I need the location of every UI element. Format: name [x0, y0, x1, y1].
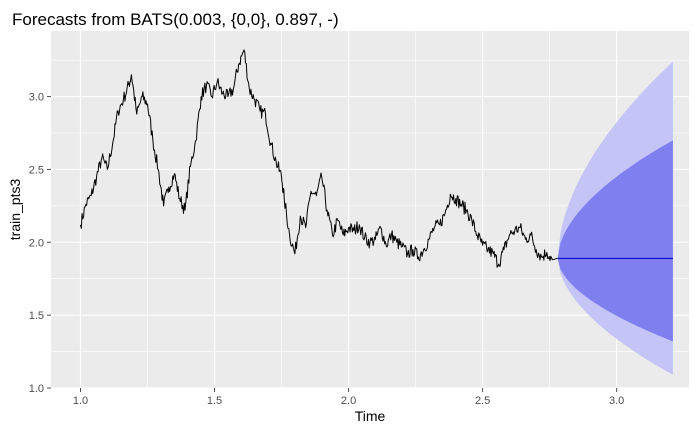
- history-line: [80, 49, 558, 268]
- y-tick-label: 3.0: [29, 92, 44, 104]
- x-axis-title: Time: [355, 408, 386, 424]
- band-80-interval: [557, 140, 673, 342]
- series-lines: [80, 49, 673, 268]
- x-tick-label: 2.5: [475, 395, 490, 407]
- x-axis: 1.0 1.5 2.0 2.5 3.0: [73, 388, 624, 407]
- y-tick-label: 1.5: [29, 310, 44, 322]
- prediction-intervals: [557, 61, 673, 375]
- x-tick-label: 1.0: [73, 395, 88, 407]
- x-tick-label: 1.5: [207, 395, 222, 407]
- y-axis-title: train_pts3: [7, 179, 23, 241]
- y-tick-label: 2.0: [29, 237, 44, 249]
- y-tick-label: 2.5: [29, 164, 44, 176]
- y-axis: 1.0 1.5 2.0 2.5 3.0: [29, 92, 51, 395]
- gridlines: [51, 31, 689, 389]
- y-tick-label: 1.0: [29, 383, 44, 395]
- x-tick-label: 2.0: [341, 395, 356, 407]
- x-tick-label: 3.0: [609, 395, 624, 407]
- chart-title: Forecasts from BATS(0.003, {0,0}, 0.897,…: [12, 10, 339, 29]
